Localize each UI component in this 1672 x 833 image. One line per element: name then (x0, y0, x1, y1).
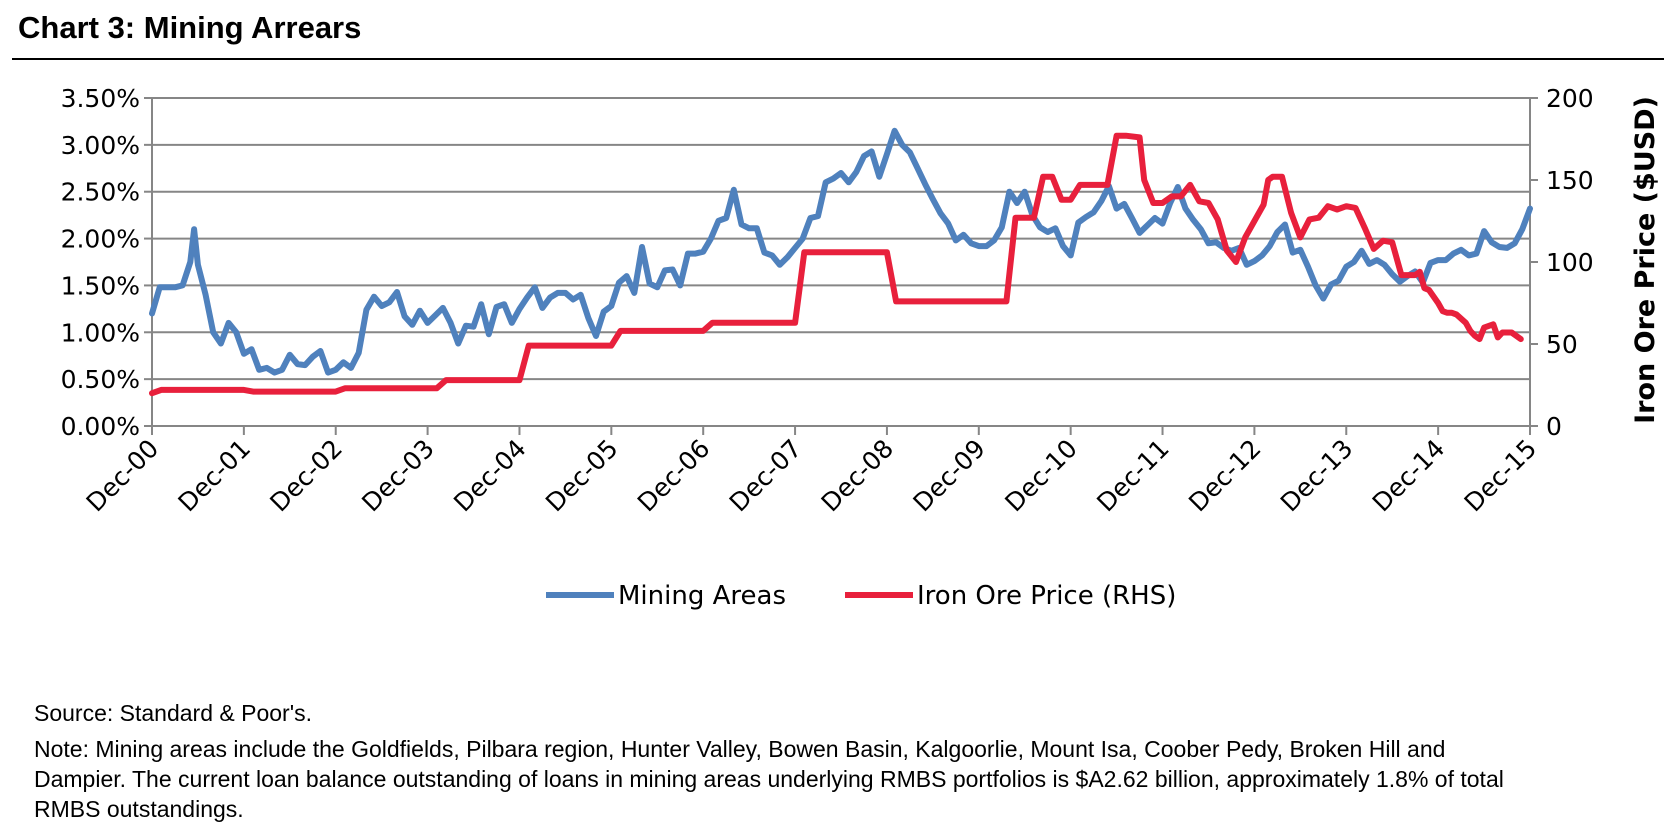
title-divider (12, 58, 1664, 60)
legend-label-mining-areas: Mining Areas (618, 581, 786, 611)
x-tick-label: Dec-03 (356, 434, 440, 518)
axes (144, 97, 1538, 435)
x-tick-label: Dec-05 (540, 434, 624, 518)
chart-canvas: 0.00% 0.50% 1.00% 1.50% 2.00% 2.50% 3.00% 3.50%… (61, 84, 1661, 611)
x-tick-label: Dec-14 (1367, 434, 1451, 518)
x-tick-label: Dec-13 (1275, 434, 1359, 518)
series-lines (149, 127, 1533, 397)
y-left-ticks: 0.00% 0.50% 1.00% 1.50% 2.00% 2.50% 3.00% 3.50% (61, 84, 140, 441)
y-left-tick-label: 1.50% (61, 271, 140, 300)
x-ticks: Dec-00 Dec-01 Dec-02 Dec-03 Dec-04 Dec-05 Dec-… (81, 434, 1543, 518)
y-left-tick-label: 0.50% (61, 365, 140, 394)
y-left-tick-label: 2.00% (61, 225, 140, 254)
y-left-tick-label: 3.50% (61, 84, 140, 113)
y-right-tick-label: 50 (1546, 330, 1578, 359)
gridlines (152, 97, 1530, 381)
x-tick-label: Dec-01 (173, 434, 257, 518)
legend-label-iron-ore-price: Iron Ore Price (RHS) (917, 581, 1176, 611)
x-tick-label: Dec-07 (724, 434, 808, 518)
x-tick-label: Dec-12 (1183, 434, 1267, 518)
y-left-tick-label: 0.00% (61, 412, 140, 441)
x-tick-label: Dec-15 (1459, 434, 1543, 518)
x-tick-label: Dec-06 (632, 434, 716, 518)
y-left-tick-label: 3.00% (61, 131, 140, 160)
x-tick-label: Dec-09 (907, 434, 991, 518)
y-left-tick-label: 2.50% (61, 178, 140, 207)
x-tick-label: Dec-00 (81, 434, 165, 518)
y-left-tick-label: 1.00% (61, 318, 140, 347)
x-tick-label: Dec-11 (1091, 434, 1175, 518)
y-right-tick-label: 150 (1546, 166, 1594, 195)
series-line-iron-ore-price (149, 132, 1524, 397)
legend: Mining Areas Iron Ore Price (RHS) (546, 581, 1176, 611)
x-tick-label: Dec-10 (999, 434, 1083, 518)
x-tick-label: Dec-02 (264, 434, 348, 518)
y-right-tick-label: 200 (1546, 84, 1594, 113)
y-right-axis-label: Iron Ore Price ($USD) (1630, 96, 1661, 424)
chart-title: Chart 3: Mining Arrears (18, 10, 362, 45)
x-tick-label: Dec-08 (816, 434, 900, 518)
y-right-ticks: 0 50 100 150 200 (1546, 84, 1594, 441)
x-tick-label: Dec-04 (448, 434, 532, 518)
y-right-tick-label: 0 (1546, 412, 1562, 441)
series-line-mining-areas (149, 127, 1533, 376)
y-right-tick-label: 100 (1546, 248, 1594, 277)
source-note: Source: Standard & Poor's. (34, 700, 312, 726)
footnote: Note: Mining areas include the Goldfield… (34, 736, 1504, 822)
